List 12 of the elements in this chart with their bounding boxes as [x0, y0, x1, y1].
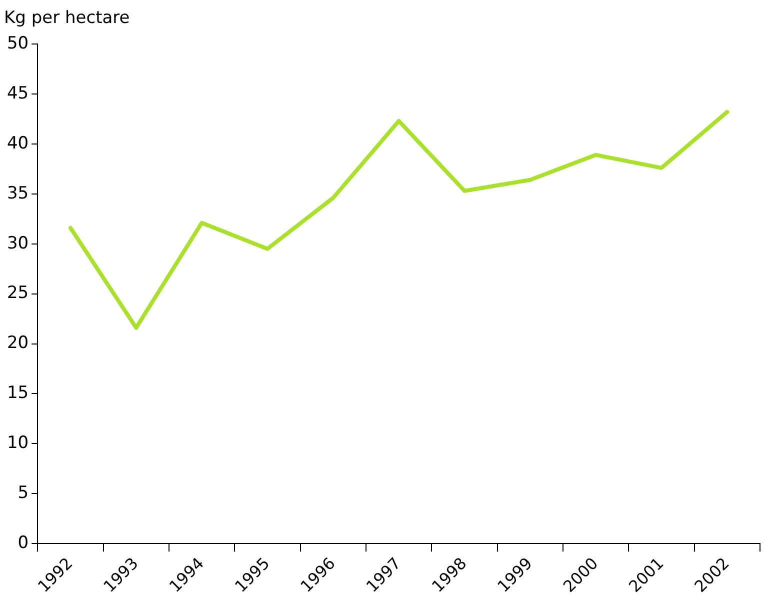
- y-tick-label: 35: [6, 183, 29, 204]
- y-tick-label: 20: [6, 333, 29, 354]
- y-tick-label: 45: [6, 83, 29, 104]
- y-tick-label: 10: [6, 433, 29, 454]
- y-tick-label: 0: [18, 533, 29, 554]
- y-tick-label: 5: [18, 483, 29, 504]
- y-tick-label: 50: [6, 33, 29, 54]
- y-tick-label: 15: [6, 383, 29, 404]
- y-tick-label: 25: [6, 283, 29, 304]
- y-axis-title: Kg per hectare: [4, 8, 130, 28]
- y-tick-label: 30: [6, 233, 29, 254]
- y-tick-label: 40: [6, 133, 29, 154]
